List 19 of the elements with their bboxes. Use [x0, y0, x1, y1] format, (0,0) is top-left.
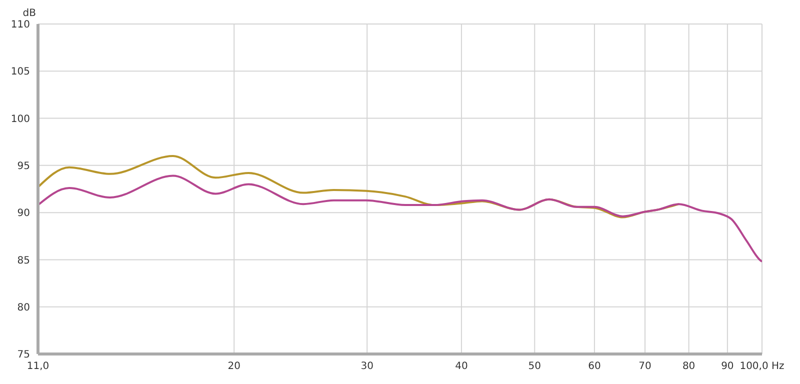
x-tick-label: 40: [455, 361, 468, 372]
x-tick-label: 20: [228, 361, 240, 372]
y-tick-label: 85: [17, 255, 30, 266]
y-tick-label: 105: [10, 66, 30, 78]
x-tick-label: 80: [682, 361, 696, 372]
x-tick-label: 30: [360, 361, 374, 372]
x-tick-label: 100,0 Hz: [740, 361, 784, 372]
y-tick-label: 90: [17, 208, 30, 220]
x-tick-label: 90: [721, 361, 734, 372]
y-axis-title: dB: [22, 8, 36, 20]
x-tick-label: 50: [528, 361, 542, 372]
y-tick-label: 80: [17, 302, 30, 314]
y-tick-label: 110: [10, 20, 30, 31]
y-tick-label: 100: [10, 114, 30, 125]
x-tick-label: 11,0: [26, 361, 50, 372]
x-tick-label: 60: [588, 361, 601, 372]
y-tick-label: 75: [17, 350, 30, 361]
x-tick-label: 70: [638, 361, 652, 372]
y-tick-label: 95: [17, 160, 30, 172]
